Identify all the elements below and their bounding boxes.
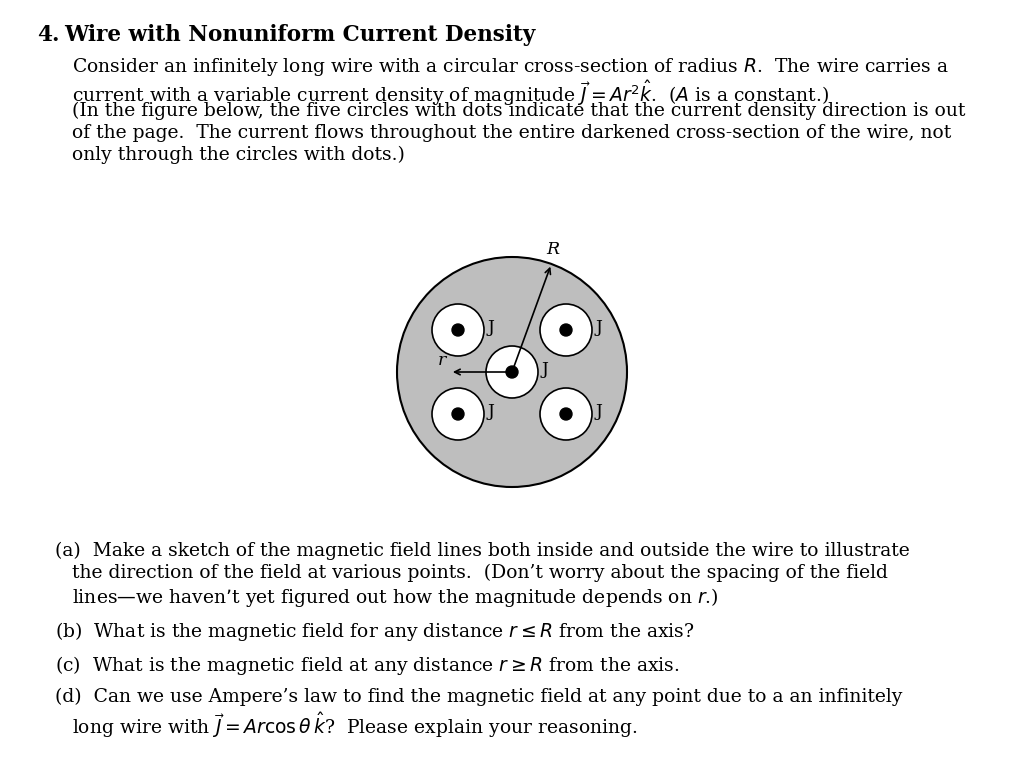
Text: Consider an infinitely long wire with a circular cross-section of radius $R$.  T: Consider an infinitely long wire with a … (72, 56, 949, 78)
Text: only through the circles with dots.): only through the circles with dots.) (72, 146, 404, 165)
Text: (d)  Can we use Ampere’s law to find the magnetic field at any point due to a an: (d) Can we use Ampere’s law to find the … (55, 688, 902, 706)
Text: (a)  Make a sketch of the magnetic field lines both inside and outside the wire : (a) Make a sketch of the magnetic field … (55, 542, 909, 560)
Text: 4.: 4. (37, 24, 59, 46)
Circle shape (486, 346, 538, 398)
Circle shape (540, 304, 592, 356)
Circle shape (506, 366, 518, 378)
Circle shape (452, 324, 464, 336)
Circle shape (560, 408, 572, 420)
Text: (c)  What is the magnetic field at any distance $r \geq R$ from the axis.: (c) What is the magnetic field at any di… (55, 654, 680, 677)
Text: (b)  What is the magnetic field for any distance $r \leq R$ from the axis?: (b) What is the magnetic field for any d… (55, 620, 694, 643)
Text: J: J (596, 319, 603, 337)
Text: lines—we haven’t yet figured out how the magnitude depends on $r$.): lines—we haven’t yet figured out how the… (72, 586, 719, 609)
Circle shape (432, 304, 484, 356)
Text: of the page.  The current flows throughout the entire darkened cross-section of : of the page. The current flows throughou… (72, 124, 951, 142)
Text: r: r (437, 352, 446, 369)
Text: long wire with $\vec{J} = Ar\cos\theta\, \hat{k}$?  Please explain your reasonin: long wire with $\vec{J} = Ar\cos\theta\,… (72, 710, 638, 740)
Circle shape (452, 408, 464, 420)
Circle shape (397, 257, 627, 487)
Text: current with a variable current density of magnitude $\vec{J} = Ar^2\hat{k}$.  (: current with a variable current density … (72, 78, 828, 108)
Text: J: J (542, 361, 549, 379)
Text: J: J (488, 319, 495, 337)
Text: J: J (488, 404, 495, 421)
Text: the direction of the field at various points.  (Don’t worry about the spacing of: the direction of the field at various po… (72, 564, 888, 582)
Circle shape (560, 324, 572, 336)
Text: J: J (596, 404, 603, 421)
Text: R: R (546, 241, 559, 258)
Circle shape (432, 388, 484, 440)
Text: Wire with Nonuniform Current Density: Wire with Nonuniform Current Density (63, 24, 536, 46)
Circle shape (540, 388, 592, 440)
Text: (In the figure below, the five circles with dots indicate that the current densi: (In the figure below, the five circles w… (72, 102, 966, 120)
